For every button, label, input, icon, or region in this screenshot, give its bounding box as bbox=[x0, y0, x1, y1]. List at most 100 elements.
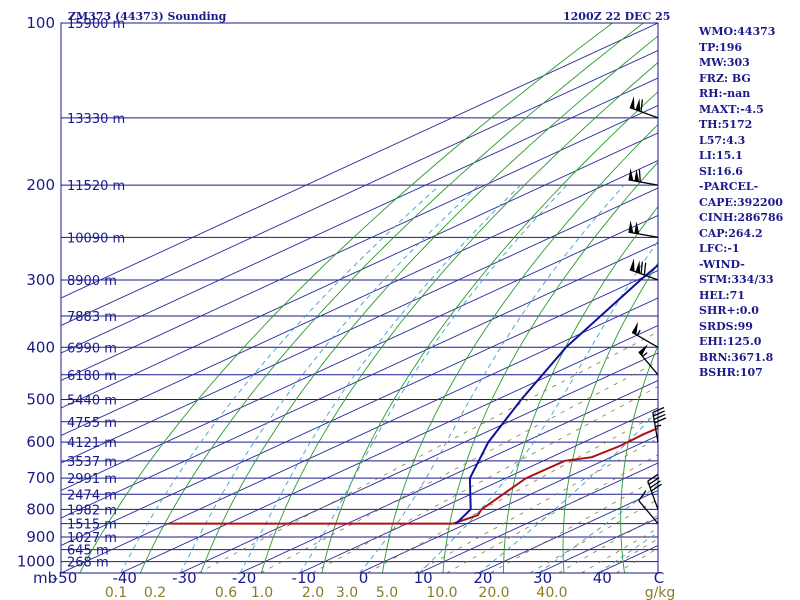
temperature-unit-label: C bbox=[654, 569, 664, 587]
dry-adiabat-line bbox=[200, 35, 658, 573]
isotherm-line bbox=[419, 462, 658, 573]
wind-barb bbox=[652, 406, 667, 443]
dry-adiabat-line bbox=[503, 205, 658, 573]
stat-item: WMO:44373 bbox=[699, 25, 776, 38]
dry-adiabat-line bbox=[442, 161, 658, 573]
wind-barb bbox=[638, 490, 659, 524]
isotherm-line bbox=[359, 435, 658, 573]
pressure-unit-label: mb bbox=[33, 569, 57, 587]
pressure-label: 800 bbox=[26, 500, 55, 518]
temperature-tick-label: -50 bbox=[53, 569, 78, 587]
isotherm-line bbox=[61, 215, 658, 491]
stat-item: -PARCEL- bbox=[699, 180, 759, 193]
plot-frame bbox=[60, 22, 659, 574]
pressure-label: 700 bbox=[26, 469, 55, 487]
temperature-profile bbox=[168, 426, 658, 525]
mixing-ratio-line bbox=[198, 331, 658, 573]
stat-item: HEL:71 bbox=[699, 288, 745, 302]
stat-item: -WIND- bbox=[699, 257, 745, 271]
station-title: ZM373 (44373) Sounding bbox=[68, 10, 227, 23]
stat-item: TH:5172 bbox=[699, 118, 753, 131]
wind-barb-flag bbox=[638, 169, 641, 183]
stat-item: CAPE:392200 bbox=[699, 195, 783, 209]
isotherm-line bbox=[61, 50, 658, 326]
mixing-ratio-label: 0.1 bbox=[105, 585, 127, 600]
isotherm-line bbox=[61, 23, 658, 299]
height-label: 645 m bbox=[67, 544, 109, 559]
height-label: 5440 m bbox=[67, 393, 117, 408]
height-label: 4755 m bbox=[67, 416, 117, 431]
wind-barb-half-flag bbox=[655, 424, 662, 427]
height-label: 6990 m bbox=[67, 341, 117, 356]
wind-barb-flag bbox=[654, 417, 667, 424]
stat-item: STM:334/33 bbox=[699, 273, 774, 286]
mixing-ratio-label: 10.0 bbox=[426, 585, 457, 600]
wind-barb-flag bbox=[640, 99, 644, 112]
dry-adiabat-line bbox=[381, 123, 658, 573]
height-label: 4121 m bbox=[67, 436, 117, 451]
dry-adiabat-line bbox=[260, 61, 658, 573]
moist-adiabat-line bbox=[359, 184, 625, 573]
stat-item: MW:303 bbox=[699, 56, 750, 69]
stat-item: EHI:125.0 bbox=[699, 335, 762, 348]
wind-barb-staff bbox=[638, 351, 659, 376]
mixing-ratio-label: 40.0 bbox=[536, 585, 567, 600]
dry-adiabat-line bbox=[79, 23, 613, 573]
wind-barb bbox=[629, 96, 659, 119]
height-label: 2991 m bbox=[67, 472, 117, 487]
mixing-ratio-label: 3.0 bbox=[336, 585, 358, 600]
temperature-tick-label: 40 bbox=[593, 569, 612, 587]
height-label: 1027 m bbox=[67, 531, 117, 546]
wind-barb-flag bbox=[653, 413, 666, 421]
stat-item: CAP:264.2 bbox=[699, 226, 763, 240]
wind-barb-staff bbox=[647, 480, 659, 510]
isotherm-line bbox=[61, 242, 658, 519]
wind-barb-flag bbox=[638, 490, 647, 501]
temperature-tick-label: -20 bbox=[232, 569, 257, 587]
mixing-ratio-label: 0.2 bbox=[144, 585, 166, 600]
mixing-ratio-label: 5.0 bbox=[376, 585, 398, 600]
moist-adiabat-line bbox=[299, 184, 568, 573]
height-label: 8900 m bbox=[67, 274, 117, 289]
moist-adiabat-line bbox=[239, 184, 521, 573]
wind-barb-staff bbox=[628, 179, 659, 186]
isotherm-line bbox=[61, 160, 658, 436]
wind-barb-pennant bbox=[632, 321, 639, 335]
wind-barb-staff bbox=[652, 412, 659, 443]
temperature-tick-label: 0 bbox=[359, 569, 369, 587]
stat-item: BSHR:107 bbox=[699, 366, 763, 379]
wind-barb-flag bbox=[648, 477, 660, 486]
pressure-label: 600 bbox=[26, 433, 55, 451]
dry-adiabat-line bbox=[620, 344, 658, 573]
stat-item: LI:15.1 bbox=[699, 149, 743, 162]
dry-adiabat-line bbox=[562, 262, 658, 573]
wind-barb-staff bbox=[629, 106, 659, 119]
pressure-label: 200 bbox=[26, 176, 55, 194]
stat-item: RH:-nan bbox=[699, 87, 751, 100]
height-label: 1515 m bbox=[67, 518, 117, 533]
wind-barb bbox=[628, 220, 659, 238]
temperature-tick-label: 10 bbox=[414, 569, 433, 587]
wind-barb-pennant bbox=[628, 168, 634, 181]
dry-adiabat-line bbox=[783, 23, 800, 573]
dry-adiabat-line bbox=[139, 23, 644, 573]
wind-barb bbox=[631, 321, 659, 348]
wind-barb-flag bbox=[643, 262, 647, 276]
wind-barb-pennant bbox=[638, 344, 648, 356]
stat-item: BRN:3671.8 bbox=[699, 350, 774, 364]
pressure-label: 100 bbox=[26, 14, 55, 32]
wind-barb-pennant bbox=[634, 169, 640, 182]
mixing-ratio-line bbox=[558, 514, 658, 573]
isotherm-line bbox=[239, 380, 658, 573]
wind-barb-pennant bbox=[629, 258, 635, 272]
wind-barb-half-flag bbox=[636, 329, 641, 336]
valid-time: 1200Z 22 DEC 25 bbox=[563, 10, 670, 23]
wind-barb bbox=[629, 258, 659, 281]
height-label: 3537 m bbox=[67, 455, 117, 470]
stat-item: SI:16.6 bbox=[699, 164, 743, 178]
wind-barb-staff bbox=[631, 331, 659, 348]
wind-barb-flag bbox=[653, 410, 665, 417]
isotherm-line bbox=[61, 132, 658, 409]
mixing-ratio-line bbox=[599, 538, 658, 573]
mixing-ratio-line bbox=[414, 437, 658, 573]
